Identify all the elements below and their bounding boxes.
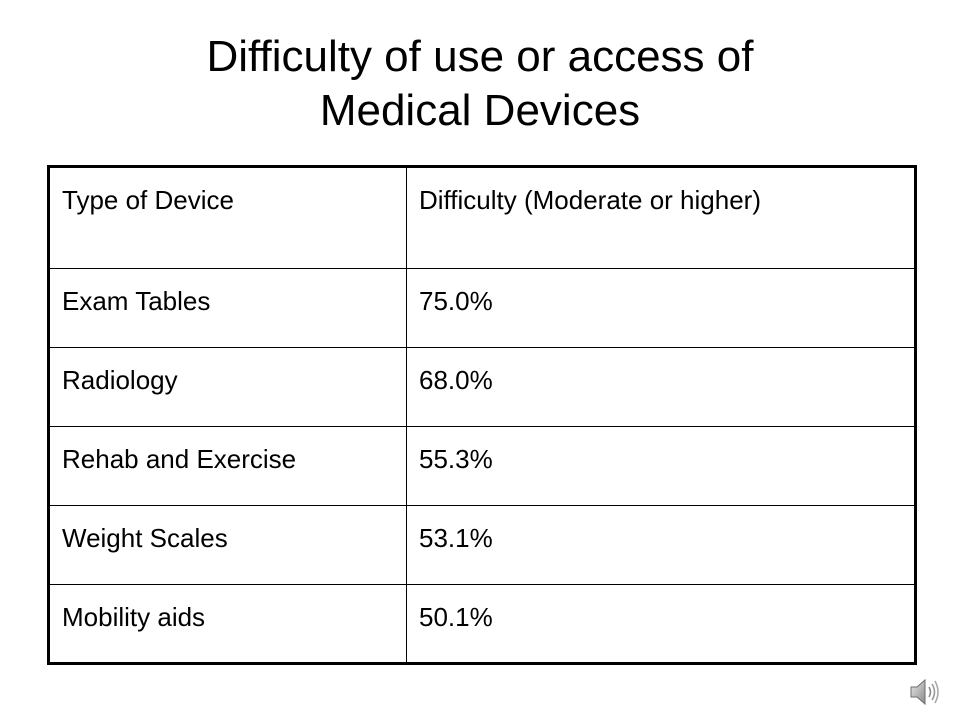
slide-title: Difficulty of use or access of Medical D… bbox=[0, 30, 960, 138]
difficulty-table: Type of Device Difficulty (Moderate or h… bbox=[47, 165, 917, 665]
difficulty-cell: 55.3% bbox=[406, 426, 916, 506]
table-row: Radiology 68.0% bbox=[48, 347, 916, 427]
table-row: Exam Tables 75.0% bbox=[48, 268, 916, 348]
table-row: Rehab and Exercise 55.3% bbox=[48, 426, 916, 506]
device-cell: Exam Tables bbox=[48, 268, 407, 348]
table-row: Mobility aids 50.1% bbox=[48, 584, 916, 664]
device-cell: Mobility aids bbox=[48, 584, 407, 664]
difficulty-cell: 50.1% bbox=[406, 584, 916, 664]
difficulty-cell: 53.1% bbox=[406, 505, 916, 585]
table-header-row: Type of Device Difficulty (Moderate or h… bbox=[48, 166, 916, 269]
difficulty-cell: 68.0% bbox=[406, 347, 916, 427]
device-cell: Rehab and Exercise bbox=[48, 426, 407, 506]
speaker-icon[interactable] bbox=[908, 677, 942, 707]
difficulty-cell: 75.0% bbox=[406, 268, 916, 348]
slide-title-line-1: Difficulty of use or access of bbox=[206, 32, 754, 81]
table-row: Weight Scales 53.1% bbox=[48, 505, 916, 585]
device-cell: Radiology bbox=[48, 347, 407, 427]
header-type-of-device: Type of Device bbox=[48, 166, 407, 269]
device-cell: Weight Scales bbox=[48, 505, 407, 585]
slide-title-line-2: Medical Devices bbox=[319, 86, 641, 135]
header-difficulty: Difficulty (Moderate or higher) bbox=[406, 166, 916, 269]
